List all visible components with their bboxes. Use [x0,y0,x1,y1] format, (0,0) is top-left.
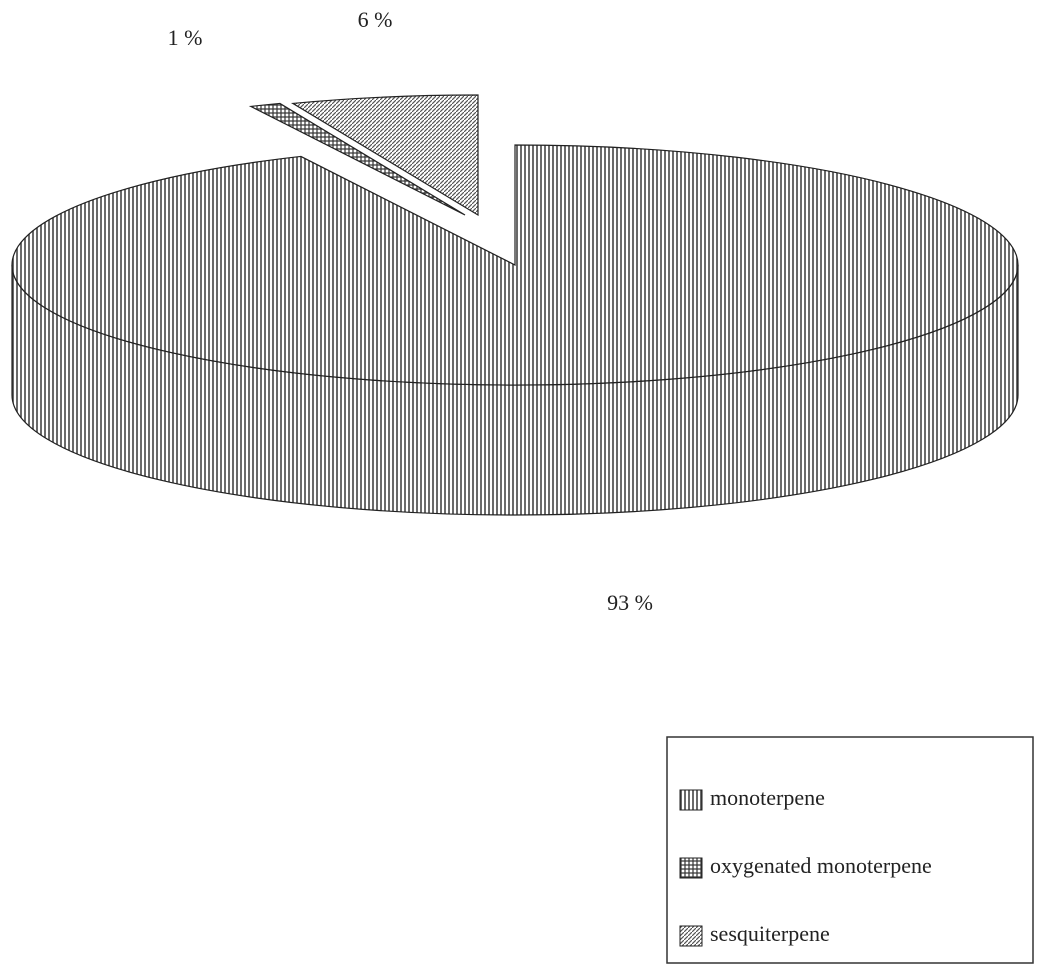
data-label: 1 % [168,25,203,50]
slice [248,102,466,216]
legend-swatch [679,925,703,947]
slice [290,94,479,217]
data-label: 6 % [358,7,393,32]
legend-label: oxygenated monoterpene [710,853,932,878]
legend-swatch [679,857,703,879]
legend-swatch [679,789,703,811]
legend-label: monoterpene [710,785,825,810]
data-label: 93 % [607,590,653,615]
slice [11,144,1019,386]
legend-box [666,736,1034,964]
legend-label: sesquiterpene [710,921,830,946]
